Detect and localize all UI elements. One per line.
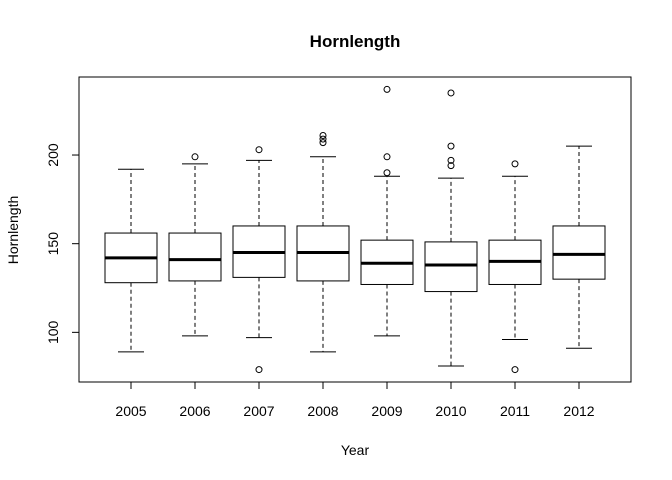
outlier-point — [447, 89, 455, 97]
x-axis-label: Year — [341, 442, 370, 458]
outlier-point — [319, 139, 327, 147]
box-2011 — [488, 160, 542, 374]
box-2012 — [552, 145, 606, 349]
box-2006 — [168, 153, 222, 337]
outlier-point — [255, 146, 263, 154]
x-tick-label: 2005 — [115, 403, 146, 419]
outlier-point — [447, 162, 455, 170]
outlier-point — [383, 85, 391, 93]
outlier-point — [447, 142, 455, 150]
x-tick-label: 2011 — [500, 403, 530, 419]
x-tick-label: 2009 — [371, 403, 402, 419]
x-axis: 2005 2006 2007 2008 2009 2010 2011 2012 — [115, 381, 595, 419]
y-tick-label: 100 — [45, 320, 61, 344]
outlier-point — [511, 160, 519, 168]
chart-title: Hornlength — [310, 32, 401, 51]
box-2009 — [360, 85, 414, 337]
y-tick-label: 200 — [45, 143, 61, 167]
box-2008 — [296, 132, 350, 353]
y-tick-label: 150 — [45, 232, 61, 256]
iqr-box — [552, 225, 606, 280]
plot-frame — [78, 76, 632, 383]
outlier-point — [255, 366, 263, 374]
iqr-box — [168, 232, 222, 282]
box-2010 — [424, 89, 478, 367]
x-tick-label: 2007 — [243, 403, 274, 419]
outlier-point — [447, 156, 455, 164]
box-2005 — [104, 168, 158, 353]
outlier-point — [383, 169, 391, 177]
outlier-point — [319, 132, 327, 140]
outlier-point — [191, 153, 199, 161]
x-tick-label: 2006 — [179, 403, 210, 419]
x-tick-label: 2008 — [307, 403, 338, 419]
outlier-point — [511, 366, 519, 374]
box-group — [104, 85, 606, 374]
box-2007 — [232, 146, 286, 374]
x-tick-label: 2012 — [563, 403, 594, 419]
y-axis-label: Hornlength — [5, 196, 21, 265]
outlier-point — [319, 135, 327, 143]
outlier-point — [383, 153, 391, 161]
x-tick-label: 2010 — [435, 403, 466, 419]
y-axis: 100 150 200 — [45, 143, 80, 344]
iqr-box — [424, 241, 478, 293]
